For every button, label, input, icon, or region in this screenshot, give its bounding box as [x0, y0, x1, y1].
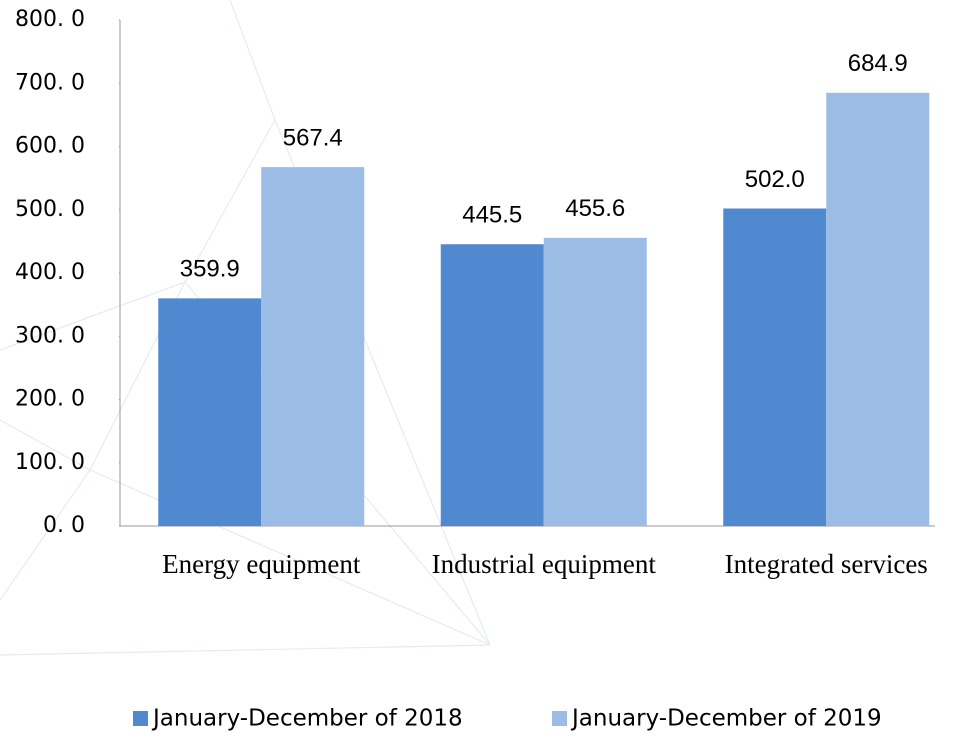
- bar: [440, 244, 544, 526]
- data-label: 567.4: [283, 124, 343, 151]
- x-tick-label: Energy equipment: [162, 549, 361, 579]
- bar: [723, 208, 827, 527]
- bar: [158, 298, 262, 526]
- data-label: 445.5: [462, 202, 522, 229]
- y-tick-label: 400. 0: [15, 260, 85, 285]
- y-tick-label: 600. 0: [15, 134, 85, 159]
- data-label: 684.9: [848, 50, 908, 77]
- x-tick-label: Integrated services: [725, 549, 928, 579]
- legend-swatch: [552, 711, 567, 726]
- data-label: 359.9: [180, 256, 240, 283]
- y-tick-label: 500. 0: [15, 197, 85, 222]
- bar: [543, 237, 647, 526]
- y-tick-label: 300. 0: [15, 323, 85, 348]
- y-tick-label: 100. 0: [15, 450, 85, 475]
- y-tick-label: 0. 0: [43, 513, 85, 538]
- x-tick-label: Industrial equipment: [432, 549, 657, 579]
- bar: [826, 92, 930, 526]
- data-label: 455.6: [565, 195, 625, 222]
- legend-label: January-December of 2019: [570, 706, 882, 732]
- y-tick-label: 200. 0: [15, 387, 85, 412]
- bar: [261, 167, 365, 526]
- legend-label: January-December of 2018: [151, 706, 463, 732]
- y-tick-label: 700. 0: [15, 70, 85, 95]
- legend-swatch: [133, 711, 148, 726]
- data-label: 502.0: [745, 166, 805, 193]
- y-tick-label: 800. 0: [15, 7, 85, 32]
